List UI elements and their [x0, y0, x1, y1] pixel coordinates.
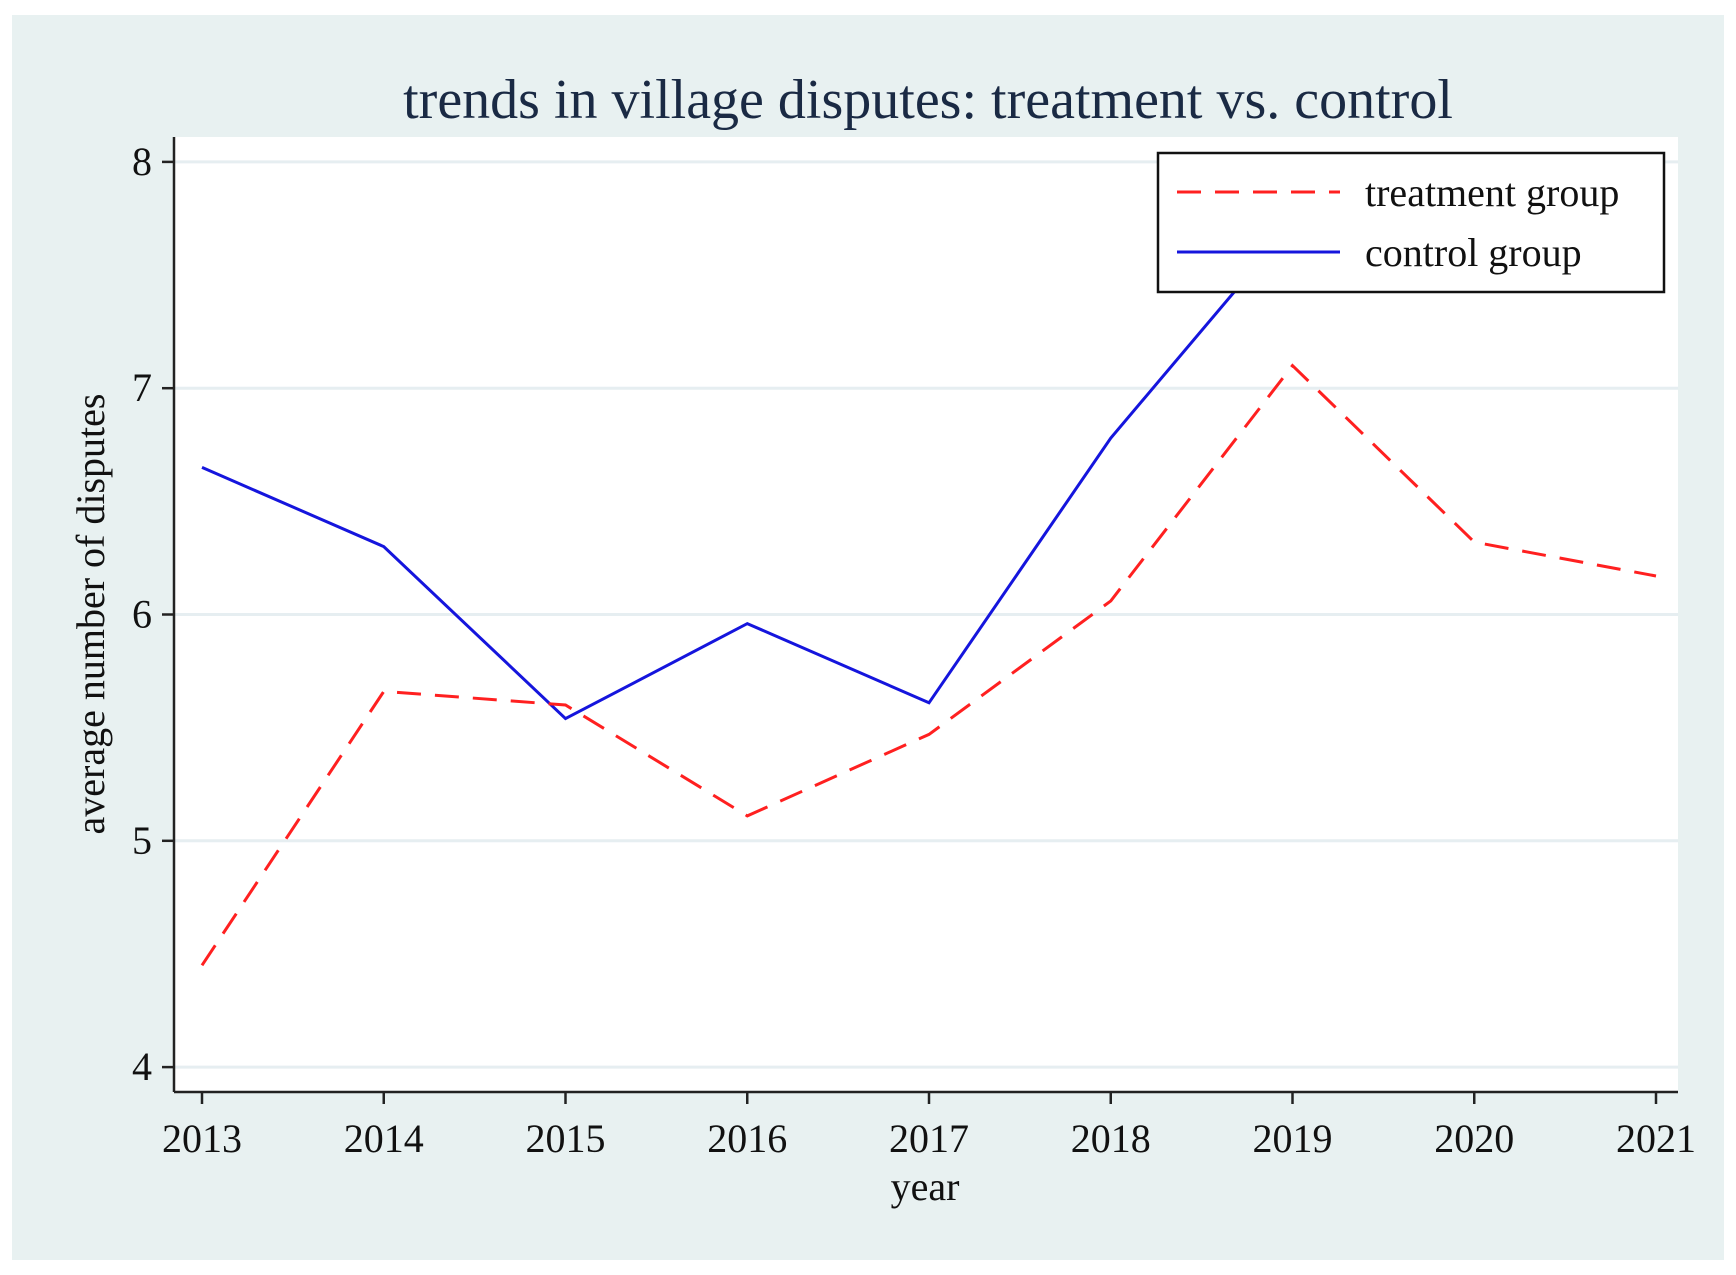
- y-tick-label: 4: [132, 1044, 152, 1089]
- chart-title: trends in village disputes: treatment vs…: [403, 69, 1453, 131]
- y-tick-label: 5: [132, 818, 152, 863]
- y-axis-label: average number of disputes: [68, 394, 113, 835]
- legend-label-treatment: treatment group: [1365, 170, 1619, 215]
- legend-label-control: control group: [1365, 230, 1582, 275]
- x-tick-label: 2020: [1434, 1116, 1514, 1161]
- x-tick-label: 2015: [526, 1116, 606, 1161]
- series-line-treatment-group: [200, 363, 1657, 967]
- y-tick-label: 6: [132, 592, 152, 637]
- legend: treatment group control group: [1156, 151, 1666, 294]
- tick-marks: 4 5 6 7 8 2013 2014 2015 2016 2017 2018 2019 2020 202…: [132, 139, 1696, 1161]
- x-tick-label: 2014: [344, 1116, 424, 1161]
- y-tick-label: 7: [132, 365, 152, 410]
- x-axis-label: year: [891, 1164, 960, 1209]
- x-tick-label: 2016: [707, 1116, 787, 1161]
- x-tick-label: 2013: [162, 1116, 242, 1161]
- x-tick-label: 2019: [1253, 1116, 1333, 1161]
- y-tick-label: 8: [132, 139, 152, 184]
- x-tick-label: 2017: [889, 1116, 969, 1161]
- legend-box: [1156, 151, 1666, 294]
- series-lines: [200, 222, 1657, 967]
- series-line-control-group: [201, 222, 1294, 721]
- x-tick-label: 2018: [1071, 1116, 1151, 1161]
- x-tick-label: 2021: [1616, 1116, 1696, 1161]
